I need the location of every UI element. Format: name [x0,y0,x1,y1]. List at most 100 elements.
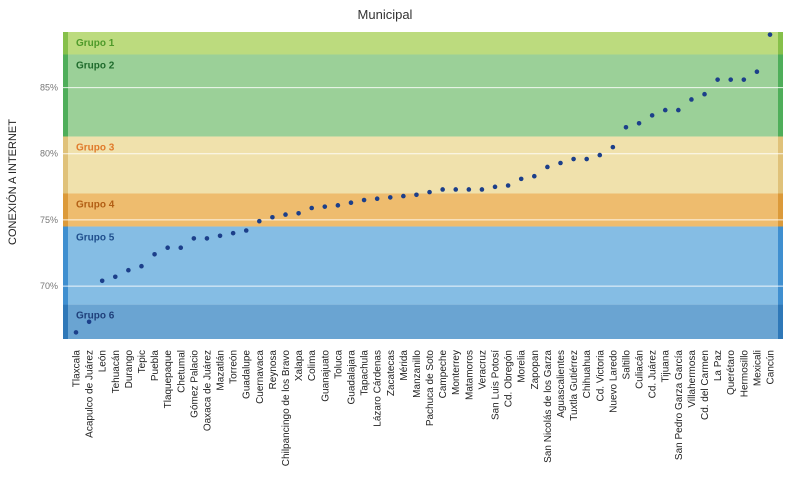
band-label-grupo-4: Grupo 4 [76,199,115,210]
data-point [283,212,288,217]
data-point [492,184,498,190]
x-tick-label: Acapulco de Juárez [85,350,96,438]
x-tick-label: Aguascalientes [556,350,567,418]
y-tick-label: 75% [40,215,58,225]
data-point [754,69,760,74]
data-point [73,330,79,335]
band-edge-left-grupo-1 [63,32,68,55]
x-tick-label: Matamoros [464,350,475,400]
x-tick-label: Lázaro Cárdenas [373,350,384,427]
band-grupo-1 [63,32,783,55]
x-tick-label: Veracruz [477,350,488,389]
data-point [440,187,445,192]
x-tick-label: Mexicali [752,350,763,386]
x-tick-label: Chihuahua [582,350,593,399]
x-tick-label: Cuernavaca [255,350,266,404]
data-point [191,236,197,241]
x-tick-label: Puebla [150,350,161,382]
data-points [73,32,773,335]
data-point [545,164,550,170]
data-point [649,113,655,118]
band-label-grupo-2: Grupo 2 [76,60,115,71]
x-tick-label: La Paz [713,350,724,381]
x-tick-label: Guanajuato [320,350,331,402]
data-point [270,214,275,220]
band-grupo-5 [63,226,783,305]
data-point [689,97,694,102]
x-tick-label: Tehuacán [111,350,122,393]
data-point [335,203,341,208]
x-tick-label: Pachuca de Soto [425,350,436,427]
data-point [741,77,747,82]
y-tick-label: 80% [40,149,58,159]
data-point [466,187,472,192]
data-point [112,274,118,280]
data-point [178,245,184,250]
x-tick-label: Tijuana [661,350,672,383]
x-tick-label: San Pedro Garza García [674,350,685,460]
x-tick-label: Oaxaca de Juárez [202,350,213,431]
x-tick-label: San Nicolás de los Garza [543,350,554,463]
data-point [636,121,642,126]
data-point [217,233,223,239]
data-point [204,236,210,241]
x-tick-label: Cd. del Carmen [700,350,711,420]
data-point [427,189,432,195]
x-tick-label: Cd. Juárez [648,350,659,398]
band-grupo-3 [63,136,783,194]
x-tick-label: Gómez Palacio [189,350,200,418]
x-tick-label: Tlaxcala [72,350,83,388]
data-point [152,252,157,257]
x-tick-label: Hermosillo [739,350,750,398]
x-tick-label: Saltillo [621,350,632,380]
data-point [702,91,707,97]
data-point [414,192,419,198]
data-point [518,176,524,182]
data-point [715,77,720,82]
x-tick-label: Tepic [137,350,148,373]
x-tick-label: Tuxtla Gutiérrez [569,350,580,421]
data-point [676,107,681,113]
chart-title: Municipal [358,7,413,22]
data-point [505,183,511,188]
data-point [99,278,105,284]
x-tick-label: Durango [124,350,135,389]
data-point [86,319,92,325]
x-tick-label: Mérida [399,350,410,381]
band-edge-right-grupo-3 [778,136,783,194]
x-tick-label: Zapopan [530,350,541,389]
data-point [387,195,393,200]
data-point [126,267,131,273]
band-grupo-4 [63,193,783,227]
data-point [662,107,668,113]
y-tick-label: 70% [40,281,58,291]
data-point [571,156,576,162]
data-point [309,205,314,211]
x-tick-label: Campeche [438,350,449,399]
x-tick-label: Manzanillo [412,350,423,398]
band-edge-left-grupo-4 [63,193,68,227]
x-tick-label: Chilpancingo de los Bravo [281,350,292,467]
band-edge-right-grupo-6 [778,304,783,339]
band-edge-left-grupo-6 [63,304,68,339]
band-label-grupo-5: Grupo 5 [76,233,115,244]
data-point [453,187,459,192]
x-tick-label: Zacatecas [386,350,397,396]
data-point [257,218,262,224]
data-point [361,197,367,203]
x-tick-label: Guadalajara [346,350,357,405]
x-tick-label: León [98,350,109,372]
data-point [597,152,603,158]
band-edge-right-grupo-1 [778,32,783,55]
band-grupo-6 [63,304,783,339]
x-tick-label: Villahermosa [687,350,698,408]
y-tick-labels: 70% 75% 80% 85% [40,83,58,291]
band-edge-left-grupo-3 [63,136,68,194]
x-tick-label: Morelia [517,350,528,383]
x-tick-label: Cancún [766,350,777,384]
data-point [165,245,170,250]
x-tick-label: Cd. Victoria [595,350,606,402]
data-point [348,200,354,206]
band-edge-right-grupo-5 [778,226,783,305]
x-tick-label: Cd. Obregón [504,350,515,407]
